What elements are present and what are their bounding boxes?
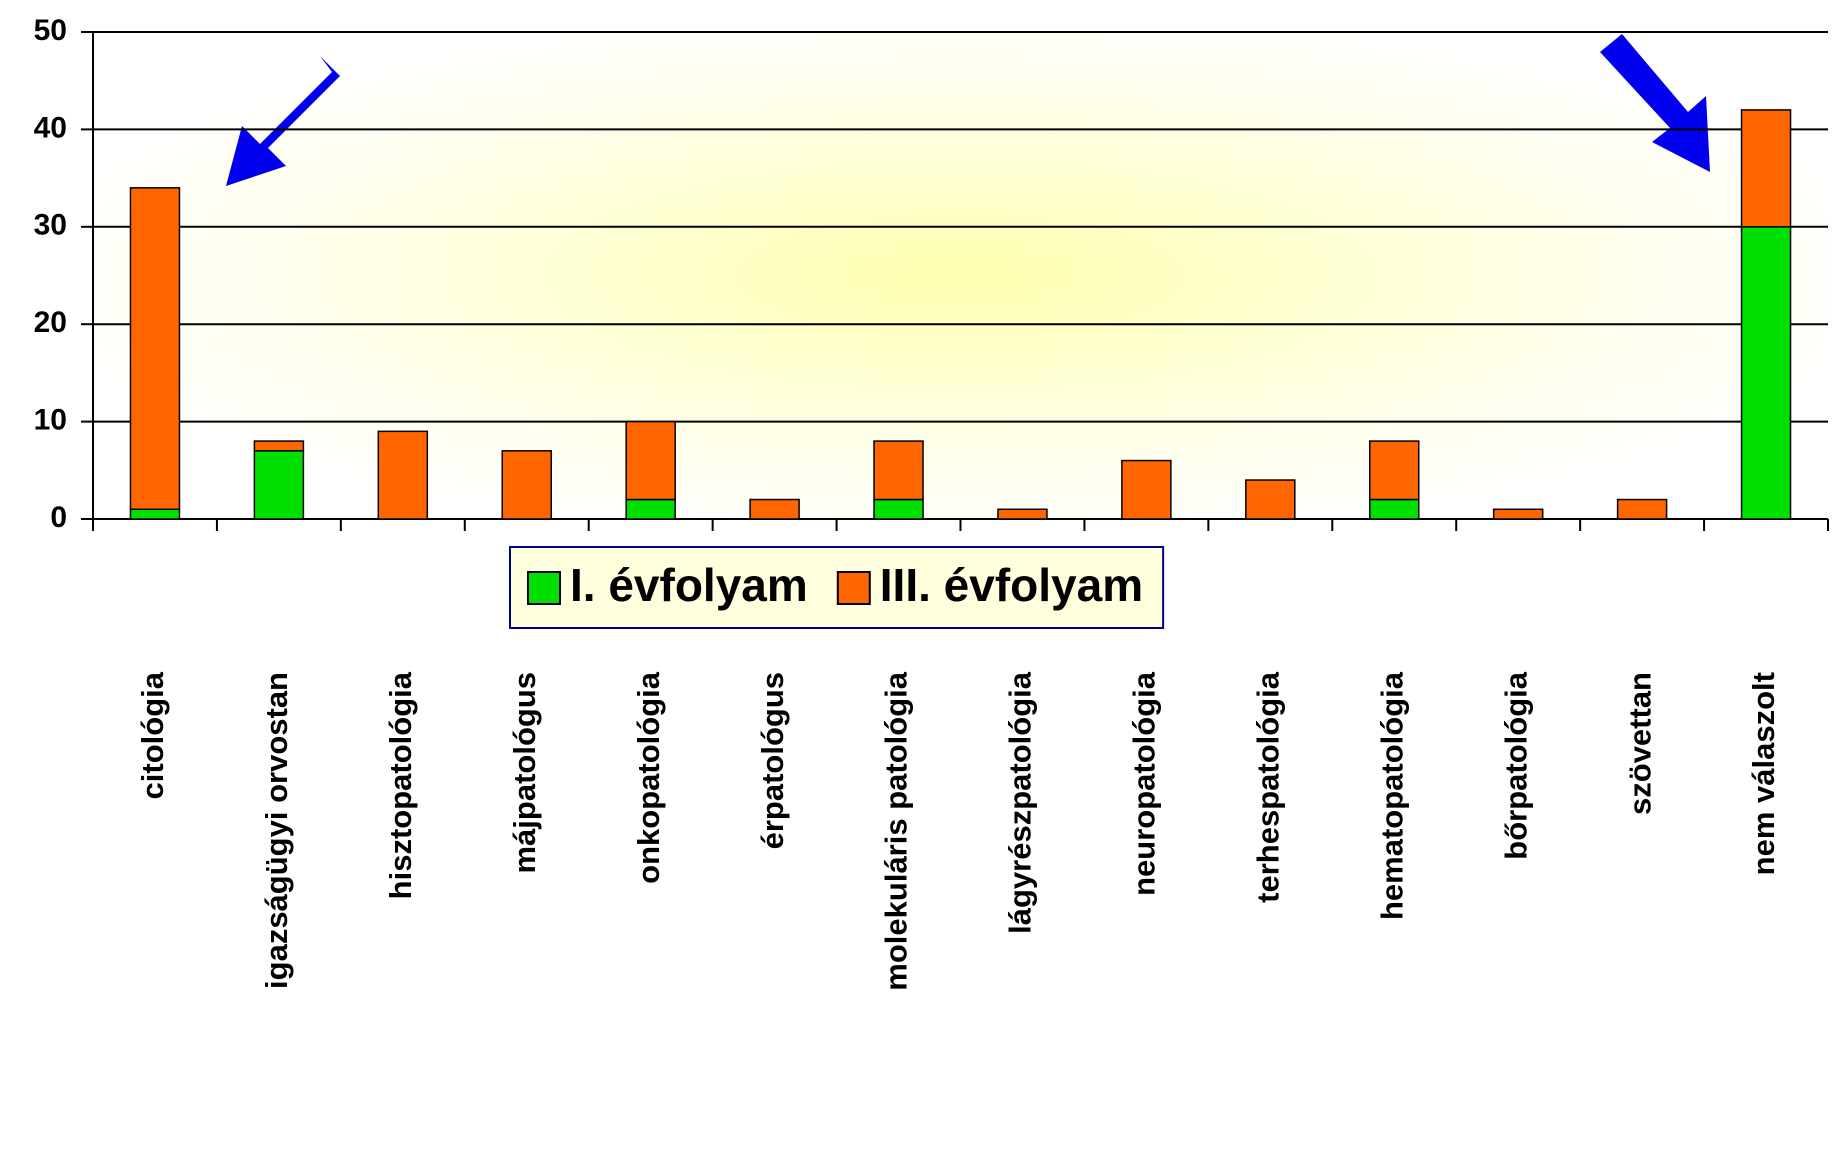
arrow-right [1600,34,1710,172]
bar-segment [129,508,181,520]
x-tick-label: bőrpatológia [1498,671,1533,859]
bar-segment [1369,440,1420,501]
x-tick-label: májpatológus [507,672,542,874]
legend-box [509,546,1165,629]
arrow-left [226,56,340,186]
legend-swatch [527,571,561,605]
x-tick-label: hematopatológia [1374,671,1409,920]
plot-background [93,32,1828,519]
x-tick-label: szövettan [1622,672,1657,815]
y-tick-label: 0 [50,501,67,534]
bar-segment [253,440,305,452]
x-tick-label: lágyrészpatológia [1003,671,1038,934]
bar-segment [1369,498,1420,520]
bar-segment [253,450,305,520]
y-tick-label: 50 [34,14,67,47]
y-tick-label: 40 [34,111,67,144]
bar-segment [129,187,181,511]
legend-label: III. évfolyam [880,559,1143,611]
bar-segment [501,450,552,520]
legend-label: I. évfolyam [570,559,808,611]
bar-segment [1740,226,1792,520]
y-tick-label: 20 [34,306,67,339]
x-tick-label: terhespatológia [1251,671,1286,903]
bar-segment [873,440,924,501]
y-tick-label: 30 [34,209,67,242]
bar-segment [1740,109,1792,228]
bar-segment [873,498,924,520]
bar-segment [1492,508,1544,520]
bar-segment [625,498,676,520]
x-tick-label: neuropatológia [1127,671,1162,896]
legend-swatch [836,571,871,605]
y-tick-label: 10 [34,404,67,437]
x-tick-label: igazságügyi orvostan [259,672,294,989]
x-tick-label: citológia [135,671,170,799]
x-tick-label: érpatológus [755,672,790,849]
bar-segment [625,420,676,501]
bar-segment [997,508,1048,520]
bar-segment [1245,479,1296,520]
bar-segment [749,498,800,520]
x-tick-label: nem válaszolt [1746,672,1781,875]
bar-segment [1121,459,1172,520]
bar-segment [1616,498,1668,520]
x-tick-label: molekuláris patológia [879,671,914,990]
x-tick-label: hisztopatológia [383,671,418,899]
legend: I. évfolyam III. évfolyam [509,546,1165,629]
x-tick-label: onkopatológia [631,671,666,884]
bar-segment [377,430,429,520]
